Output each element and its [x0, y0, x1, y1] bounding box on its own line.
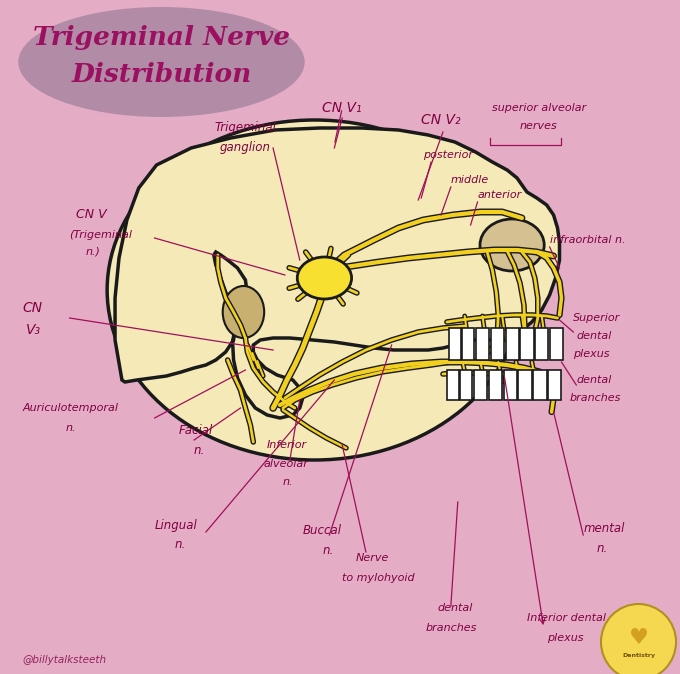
Text: Inferior dental: Inferior dental — [527, 613, 606, 623]
Polygon shape — [115, 128, 560, 418]
Text: Trigeminal: Trigeminal — [214, 121, 276, 135]
Polygon shape — [489, 370, 502, 400]
Polygon shape — [518, 370, 532, 400]
Text: Inferior: Inferior — [267, 440, 307, 450]
Text: Distribution: Distribution — [71, 63, 252, 88]
Ellipse shape — [480, 219, 544, 271]
Circle shape — [601, 604, 676, 674]
Text: CN: CN — [22, 301, 42, 315]
Text: n.: n. — [194, 443, 205, 456]
Text: Superior: Superior — [573, 313, 621, 323]
Text: CN V₂: CN V₂ — [421, 113, 461, 127]
Text: n.): n.) — [86, 247, 100, 257]
Text: nerves: nerves — [520, 121, 558, 131]
Polygon shape — [547, 370, 562, 400]
Text: Nerve: Nerve — [356, 553, 390, 563]
Text: branches: branches — [569, 393, 621, 403]
Text: Facial: Facial — [178, 423, 213, 437]
Text: n.: n. — [597, 541, 609, 555]
Ellipse shape — [297, 257, 352, 299]
Text: plexus: plexus — [547, 633, 583, 643]
Polygon shape — [533, 370, 547, 400]
Text: infraorbital n.: infraorbital n. — [549, 235, 625, 245]
Polygon shape — [449, 328, 460, 360]
Text: @billytalksteeth: @billytalksteeth — [22, 655, 106, 665]
Ellipse shape — [107, 120, 522, 460]
Ellipse shape — [223, 286, 265, 338]
Text: anterior: anterior — [477, 190, 522, 200]
Text: n.: n. — [174, 539, 186, 551]
Text: Lingual: Lingual — [154, 518, 197, 532]
Text: Dentistry: Dentistry — [622, 654, 655, 658]
Polygon shape — [462, 328, 474, 360]
Polygon shape — [460, 370, 472, 400]
Polygon shape — [535, 328, 549, 360]
Polygon shape — [447, 370, 459, 400]
Polygon shape — [504, 370, 517, 400]
Text: ♥: ♥ — [628, 628, 649, 648]
Polygon shape — [506, 328, 519, 360]
Ellipse shape — [18, 7, 305, 117]
Text: (Trigeminal: (Trigeminal — [69, 230, 133, 240]
Polygon shape — [549, 328, 564, 360]
Polygon shape — [475, 370, 487, 400]
Text: Auriculotemporal: Auriculotemporal — [22, 403, 118, 413]
Text: V₃: V₃ — [26, 323, 41, 337]
Text: dental: dental — [576, 331, 612, 341]
Text: plexus: plexus — [573, 349, 610, 359]
Text: n.: n. — [322, 543, 334, 557]
Text: dental: dental — [437, 603, 473, 613]
Text: middle: middle — [451, 175, 489, 185]
Text: CN V₁: CN V₁ — [322, 101, 362, 115]
Text: superior alveolar: superior alveolar — [492, 103, 587, 113]
Text: to mylohyoid: to mylohyoid — [342, 573, 415, 583]
Polygon shape — [491, 328, 504, 360]
Text: posterior: posterior — [423, 150, 473, 160]
Text: Trigeminal Nerve: Trigeminal Nerve — [33, 26, 290, 51]
Text: branches: branches — [425, 623, 477, 633]
Text: n.: n. — [283, 477, 294, 487]
Text: ganglion: ganglion — [220, 142, 271, 154]
Text: n.: n. — [66, 423, 76, 433]
Text: Buccal: Buccal — [303, 524, 342, 537]
Text: CN V: CN V — [75, 208, 106, 222]
Polygon shape — [476, 328, 489, 360]
Polygon shape — [520, 328, 534, 360]
Text: mental: mental — [583, 522, 625, 534]
Text: dental: dental — [576, 375, 612, 385]
Text: alveolar: alveolar — [263, 459, 308, 469]
